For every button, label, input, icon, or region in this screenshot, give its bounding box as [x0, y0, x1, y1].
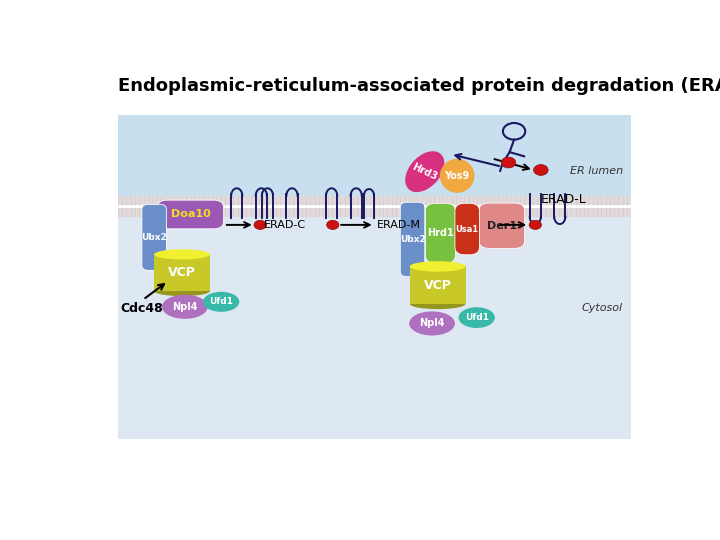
Text: Hrd3: Hrd3 [410, 161, 439, 182]
Circle shape [254, 220, 266, 230]
Text: ERAD-C: ERAD-C [264, 220, 306, 230]
Text: Npl4: Npl4 [172, 302, 197, 312]
Circle shape [327, 220, 339, 230]
Ellipse shape [409, 312, 455, 335]
Text: Doa10: Doa10 [171, 210, 210, 219]
Text: VCP: VCP [168, 266, 196, 279]
Text: VCP: VCP [423, 279, 451, 292]
FancyBboxPatch shape [455, 203, 480, 255]
Ellipse shape [162, 295, 208, 319]
Bar [118, 196, 631, 205]
Text: Cytosol: Cytosol [582, 303, 623, 313]
FancyBboxPatch shape [142, 204, 166, 271]
Text: Ufd1: Ufd1 [464, 313, 489, 322]
Text: Endoplasmic-reticulum-associated protein degradation (ERAD): Endoplasmic-reticulum-associated protein… [118, 77, 720, 95]
Bar [410, 266, 466, 304]
FancyBboxPatch shape [400, 202, 425, 276]
Text: Cdc48: Cdc48 [121, 301, 163, 314]
Text: Npl4: Npl4 [419, 319, 445, 328]
Ellipse shape [410, 299, 466, 309]
Ellipse shape [410, 261, 466, 272]
Text: Ubx2: Ubx2 [141, 233, 167, 242]
Text: Hrd1: Hrd1 [427, 228, 454, 238]
Text: Der1: Der1 [487, 221, 517, 231]
Text: ERAD-M: ERAD-M [377, 220, 421, 230]
Ellipse shape [405, 151, 444, 192]
Text: Usa1: Usa1 [456, 225, 479, 233]
Text: ER lumen: ER lumen [570, 166, 623, 176]
Bar [154, 254, 210, 291]
Text: Yos9: Yos9 [444, 171, 469, 181]
Circle shape [529, 220, 541, 230]
Bar [118, 114, 631, 196]
Circle shape [501, 157, 516, 168]
Text: Ubx2: Ubx2 [400, 235, 426, 244]
FancyBboxPatch shape [479, 203, 525, 248]
Text: ERAD-L: ERAD-L [541, 193, 587, 206]
Ellipse shape [440, 159, 474, 193]
Ellipse shape [459, 307, 495, 328]
FancyBboxPatch shape [157, 200, 224, 229]
Text: Ufd1: Ufd1 [209, 298, 233, 306]
Circle shape [534, 165, 548, 176]
Bar [118, 208, 631, 217]
Ellipse shape [154, 286, 210, 296]
Ellipse shape [203, 292, 239, 312]
Bar [118, 217, 631, 439]
FancyBboxPatch shape [426, 203, 456, 263]
Ellipse shape [154, 249, 210, 260]
